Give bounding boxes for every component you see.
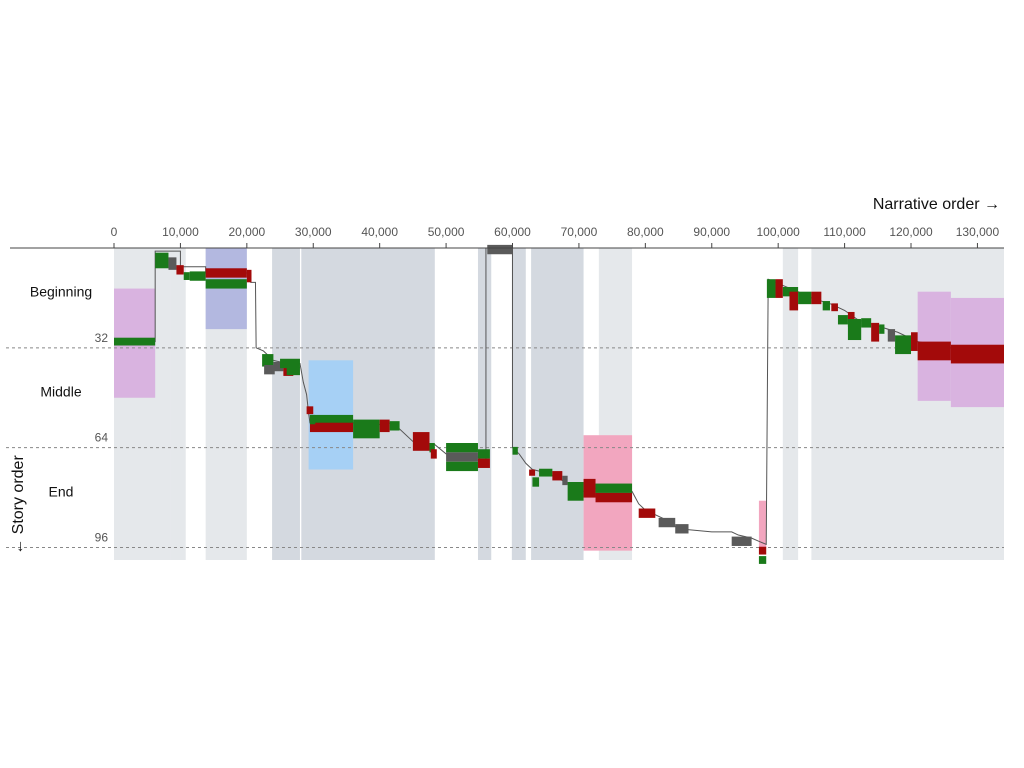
segment-45 (758, 546, 767, 555)
x-tick-label-100,000: 100,000 (756, 225, 800, 239)
segment-46 (758, 556, 767, 564)
x-tick-label-0: 0 (111, 225, 118, 239)
segment-24 (430, 449, 437, 459)
segment-4 (183, 272, 190, 280)
segment-8 (246, 269, 252, 283)
segment-2 (168, 257, 177, 270)
segment-26 (446, 452, 478, 462)
x-tick-label-110,000: 110,000 (823, 225, 866, 239)
section-label-end: End (49, 483, 74, 499)
segment-19 (353, 419, 380, 439)
segment-33 (532, 477, 540, 487)
segment-9 (262, 354, 274, 367)
segment-52 (811, 291, 822, 305)
y-tick-label-96: 96 (95, 531, 109, 545)
segment-32 (529, 469, 536, 476)
segment-35 (552, 471, 563, 481)
segment-42 (658, 517, 676, 528)
background-band-7 (531, 248, 584, 560)
segment-43 (675, 524, 689, 534)
labels: 32 64 96 Beginning Middle End (30, 284, 108, 545)
segment-25 (446, 443, 478, 453)
segment-37 (567, 482, 584, 501)
x-tick-label-50,000: 50,000 (428, 225, 465, 239)
segment-0 (114, 337, 156, 346)
x-tick-label-60,000: 60,000 (494, 225, 531, 239)
segment-36 (562, 475, 568, 486)
x-tick-label-70,000: 70,000 (561, 225, 598, 239)
segment-6 (205, 268, 247, 278)
segment-53 (822, 301, 830, 311)
section-label-beginning: Beginning (30, 284, 92, 300)
segment-20 (379, 419, 390, 433)
segment-41 (638, 508, 656, 518)
x-tick-label-30,000: 30,000 (295, 225, 332, 239)
x-axis-title: Narrative order → (873, 196, 1000, 213)
segment-47 (766, 279, 776, 298)
segment-66 (950, 344, 1004, 364)
segment-16 (309, 414, 354, 425)
segment-1 (155, 252, 169, 269)
segment-21 (389, 421, 400, 431)
segment-29 (477, 458, 490, 468)
y-axis-title: ← Story order (10, 455, 27, 555)
segment-30 (487, 244, 513, 255)
segment-27 (446, 461, 478, 472)
segment-55 (837, 315, 848, 325)
y-tick-label-64: 64 (95, 431, 109, 445)
gridlines (6, 347, 1004, 549)
segment-14 (286, 367, 300, 376)
segment-56 (847, 311, 855, 322)
segment-64 (911, 332, 918, 351)
section-label-middle: Middle (40, 384, 81, 400)
highlight-region-4 (758, 500, 767, 548)
segment-34 (539, 468, 553, 477)
y-tick-label-32: 32 (95, 331, 109, 345)
segment-layer (114, 244, 1004, 564)
segment-22 (412, 432, 430, 451)
segment-60 (871, 322, 880, 342)
segment-38 (583, 478, 596, 498)
segment-28 (477, 449, 490, 459)
segment-11 (273, 361, 284, 372)
x-tick-label-80,000: 80,000 (627, 225, 664, 239)
segment-58 (847, 321, 862, 341)
segment-7 (205, 279, 247, 289)
segment-50 (789, 291, 799, 311)
x-tick-label-130,000: 130,000 (956, 225, 1000, 239)
background-band-9 (782, 248, 799, 560)
segment-15 (306, 406, 314, 415)
segment-65 (917, 341, 951, 361)
segment-48 (775, 279, 783, 298)
x-tick-label-120,000: 120,000 (889, 225, 933, 239)
x-tick-label-40,000: 40,000 (361, 225, 398, 239)
segment-40 (595, 492, 633, 503)
segment-61 (879, 324, 885, 334)
segment-39 (595, 483, 633, 493)
segment-18 (309, 414, 316, 425)
segment-5 (189, 271, 206, 281)
segment-10 (264, 365, 275, 375)
background-band-5 (477, 248, 492, 560)
x-tick-label-10,000: 10,000 (162, 225, 199, 239)
segment-23 (429, 443, 435, 453)
segment-17 (309, 422, 354, 433)
background-bands (114, 248, 1004, 560)
x-tick-label-20,000: 20,000 (228, 225, 265, 239)
segment-44 (731, 536, 752, 546)
segment-51 (798, 291, 812, 305)
axes: 0 10,000 20,000 30,000 40,000 50,000 60,000 70,… (10, 225, 1004, 249)
background-band-3 (272, 248, 300, 560)
segment-13 (280, 358, 300, 369)
background-band-6 (511, 248, 526, 560)
segment-54 (831, 303, 838, 312)
segment-59 (861, 318, 872, 328)
segment-3 (176, 265, 184, 275)
segment-62 (887, 329, 896, 342)
background-band-1 (170, 248, 186, 560)
segment-63 (895, 335, 912, 355)
x-tick-label-90,000: 90,000 (693, 225, 730, 239)
segment-31 (512, 446, 518, 455)
